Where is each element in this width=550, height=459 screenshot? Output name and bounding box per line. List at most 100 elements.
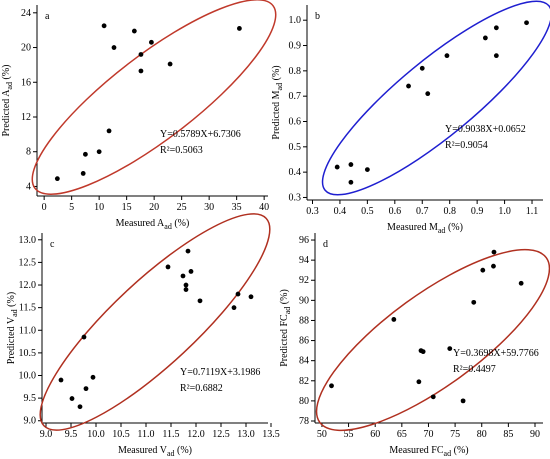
x-axis-label-part: ad xyxy=(167,449,175,458)
x-tick-label: 9.5 xyxy=(65,429,78,440)
data-point xyxy=(482,35,488,41)
panel-letter: b xyxy=(315,11,320,22)
x-axis-label-part: Measured M xyxy=(387,222,438,233)
equation: Y=0.7119X+3.1986 xyxy=(180,367,260,378)
panel-letter: a xyxy=(45,11,50,22)
x-tick-label: 20 xyxy=(149,202,159,213)
data-point xyxy=(425,91,431,97)
data-point xyxy=(471,299,477,305)
x-tick-label: 13.5 xyxy=(262,429,280,440)
data-point xyxy=(183,282,189,288)
x-tick-label: 0.5 xyxy=(361,206,374,217)
data-point xyxy=(106,128,112,134)
data-point xyxy=(111,45,117,50)
x-tick-label: 70 xyxy=(423,429,433,440)
data-point xyxy=(180,273,186,279)
data-point xyxy=(416,379,422,385)
equation: R²=0.9054 xyxy=(445,140,488,151)
y-axis-label-part: Predicted A xyxy=(1,89,12,137)
y-tick-label: 88 xyxy=(299,315,309,326)
data-point xyxy=(54,176,60,182)
y-tick-label: 90 xyxy=(299,295,309,306)
y-tick-label: 84 xyxy=(299,356,309,367)
x-tick-label: 55 xyxy=(344,429,354,440)
data-point xyxy=(447,346,453,352)
x-tick-label: 50 xyxy=(317,429,327,440)
data-point xyxy=(197,298,203,304)
x-tick-label: 0 xyxy=(42,202,47,213)
x-tick-label: 75 xyxy=(450,429,460,440)
y-tick-label: 1.0 xyxy=(289,15,302,26)
x-tick-label: 0.6 xyxy=(389,206,402,217)
data-point xyxy=(406,83,411,89)
y-axis-label-part: Predicted V xyxy=(6,316,17,364)
equation: R²=0.5063 xyxy=(160,145,203,156)
x-tick-label: 0.9 xyxy=(471,206,484,217)
y-tick-label: 11.0 xyxy=(19,325,36,336)
equation: R²=0.4497 xyxy=(453,364,496,375)
x-axis-label-part: Measured V xyxy=(118,445,168,456)
x-tick-label: 35 xyxy=(232,202,242,213)
y-tick-label: 0.9 xyxy=(289,41,302,52)
data-point xyxy=(348,162,354,167)
x-tick-label: 65 xyxy=(397,429,407,440)
y-axis-label: Predicted FCad (%) xyxy=(279,289,292,367)
data-point xyxy=(77,404,83,410)
x-axis-label-part: ad xyxy=(438,226,446,235)
data-point xyxy=(69,396,75,401)
y-tick-label: 10.5 xyxy=(19,348,37,359)
data-point xyxy=(83,151,88,157)
x-axis-label: Measured Aad (%) xyxy=(116,218,190,231)
y-axis-label-part: (%) xyxy=(6,292,17,310)
y-tick-label: 8 xyxy=(26,147,31,158)
x-tick-label: 30 xyxy=(204,202,214,213)
y-tick-label: 24 xyxy=(21,8,31,19)
x-axis-label: Measured Vad (%) xyxy=(118,445,192,458)
x-axis-label-part: Measured FC xyxy=(389,445,443,456)
y-tick-label: 0.8 xyxy=(289,66,302,77)
x-axis-label: Measured Mad (%) xyxy=(387,222,463,235)
data-point xyxy=(480,267,486,273)
data-point xyxy=(235,291,241,297)
data-point xyxy=(96,149,102,155)
x-tick-label: 40 xyxy=(259,202,269,213)
equation: Y=0.9038X+0.0652 xyxy=(445,124,526,135)
data-point xyxy=(149,39,154,45)
data-point xyxy=(364,167,370,173)
equation: Y=0.5789X+6.7306 xyxy=(160,129,241,140)
y-axis-label-part: ad xyxy=(283,307,292,315)
data-point xyxy=(183,287,189,292)
x-tick-label: 12.0 xyxy=(187,429,205,440)
x-tick-label: 0.3 xyxy=(306,206,319,217)
data-point xyxy=(80,171,86,176)
y-tick-label: 12.0 xyxy=(19,280,37,291)
x-tick-label: 13.0 xyxy=(237,429,255,440)
data-point xyxy=(58,377,64,383)
data-point xyxy=(493,25,499,31)
equation: R²=0.6882 xyxy=(180,383,223,394)
x-tick-label: 80 xyxy=(477,429,487,440)
y-tick-label: 78 xyxy=(299,416,309,427)
y-axis-label-part: ad xyxy=(5,82,14,90)
data-point xyxy=(518,280,524,286)
data-point xyxy=(185,248,191,254)
data-point xyxy=(138,68,144,74)
data-point xyxy=(329,383,334,389)
y-tick-label: 10.0 xyxy=(19,371,37,382)
x-tick-label: 10 xyxy=(94,202,104,213)
data-point xyxy=(167,61,173,67)
x-tick-label: 11.0 xyxy=(137,429,154,440)
x-tick-label: 5 xyxy=(69,202,74,213)
data-point xyxy=(460,398,466,404)
data-point xyxy=(83,386,89,392)
x-axis-label-part: ad xyxy=(164,222,172,231)
data-point xyxy=(493,53,499,59)
data-point xyxy=(420,349,426,355)
data-point xyxy=(444,53,450,59)
y-tick-label: 86 xyxy=(299,336,309,347)
y-axis-label-part: ad xyxy=(275,83,284,91)
data-point xyxy=(491,263,496,269)
x-axis-label-part: (%) xyxy=(451,445,469,456)
x-tick-label: 25 xyxy=(177,202,187,213)
